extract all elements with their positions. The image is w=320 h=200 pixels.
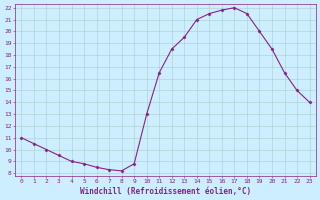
X-axis label: Windchill (Refroidissement éolien,°C): Windchill (Refroidissement éolien,°C) xyxy=(80,187,251,196)
